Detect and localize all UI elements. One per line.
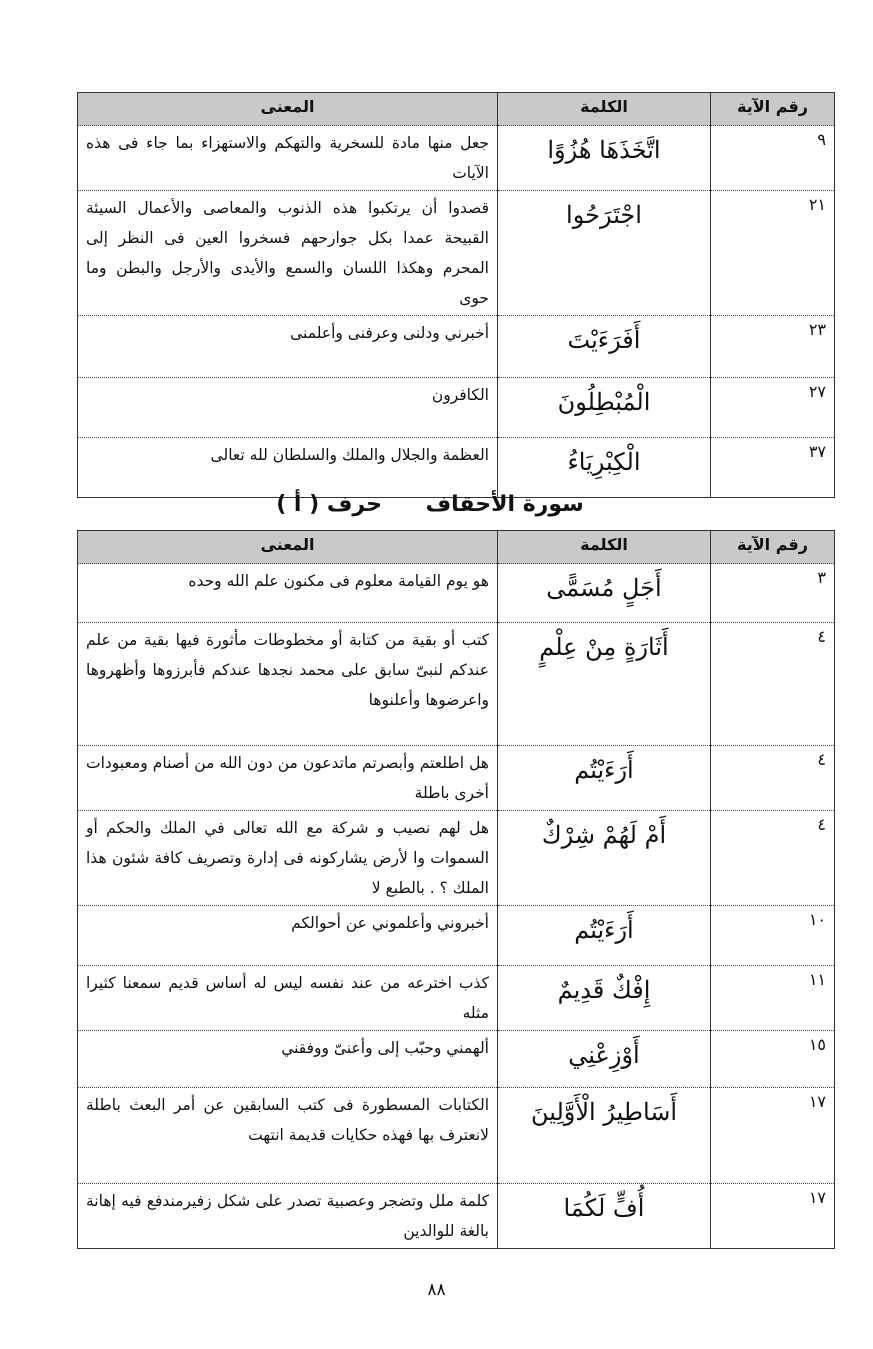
word: أَثَارَةٍ مِنْ عِلْمٍ bbox=[497, 622, 711, 746]
section-heading: سورة الأحقاف حرف ( أ ) bbox=[77, 492, 783, 517]
table-row: ١٧ أُفٍّ لَكُمَا كلمة ملل وتضجر وعصبية تصد… bbox=[77, 1183, 835, 1249]
verse-number: ١٧ bbox=[710, 1087, 835, 1184]
meaning: الكتابات المسطورة فى كتب السابقين عن أمر… bbox=[77, 1087, 498, 1184]
verse-number: ١٠ bbox=[710, 905, 835, 966]
verse-number: ٢٧ bbox=[710, 377, 835, 438]
meaning: قصدوا أن يرتكبوا هذه الذنوب والمعاصى وال… bbox=[77, 190, 498, 316]
word: أَفَرَءَيْتَ bbox=[497, 315, 711, 378]
header-cell: رقم الآية bbox=[710, 92, 835, 126]
meaning: العظمة والجلال والملك والسلطان لله تعالى bbox=[77, 437, 498, 498]
header-cell: المعنى bbox=[77, 530, 498, 564]
table-row: ٣٧ الْكِبْرِيَاءُ العظمة والجلال والملك وا… bbox=[77, 437, 835, 498]
table-row: ٢٧ الْمُبْطِلُونَ الكافرون bbox=[77, 377, 835, 438]
table-row: ٤ أَثَارَةٍ مِنْ عِلْمٍ كتب أو بقية من كتا… bbox=[77, 622, 835, 746]
word: إِفْكٌ قَدِيمٌ bbox=[497, 965, 711, 1031]
page-number: ٨٨ bbox=[427, 1280, 446, 1300]
table-row: ١١ إِفْكٌ قَدِيمٌ كذب اخترعه من عند نفسه ل… bbox=[77, 965, 835, 1031]
verse-number: ١١ bbox=[710, 965, 835, 1031]
word: الْكِبْرِيَاءُ bbox=[497, 437, 711, 498]
table: رقم الآية الكلمة المعنى ٣ أَجَلٍ مُسَمًّى هو … bbox=[77, 530, 835, 1249]
header-row: رقم الآية الكلمة المعنى bbox=[77, 530, 835, 564]
header-cell: الكلمة bbox=[497, 92, 711, 126]
meaning: كتب أو بقية من كتابة أو مخطوطات مأثورة ف… bbox=[77, 622, 498, 746]
meaning: كذب اخترعه من عند نفسه ليس له أساس قديم … bbox=[77, 965, 498, 1031]
surah-title: سورة الأحقاف bbox=[425, 492, 584, 517]
table-row: ٢٣ أَفَرَءَيْتَ أخبرني ودلنى وعرفنى وأعلمن… bbox=[77, 315, 835, 378]
word: اجْتَرَحُوا bbox=[497, 190, 711, 316]
table-row: ١٧ أَسَاطِيرُ الْأَوَّلِينَ الكتابات المسط… bbox=[77, 1087, 835, 1184]
verse-number: ٩ bbox=[710, 125, 835, 191]
meaning: جعل منها مادة للسخرية والتهكم والاستهزاء… bbox=[77, 125, 498, 191]
meaning: كلمة ملل وتضجر وعصبية تصدر على شكل زفيرم… bbox=[77, 1183, 498, 1249]
verse-number: ٣ bbox=[710, 563, 835, 623]
table-row: ٩ اتَّخَذَهَا هُزُوًا جعل منها مادة للسخري… bbox=[77, 125, 835, 191]
header-row: رقم الآية الكلمة المعنى bbox=[77, 92, 835, 126]
word: أَرَءَيْتُم bbox=[497, 905, 711, 966]
table: رقم الآية الكلمة المعنى ٩ اتَّخَذَهَا هُزُوً… bbox=[77, 92, 835, 498]
table-row: ٣ أَجَلٍ مُسَمًّى هو يوم القيامة معلوم فى … bbox=[77, 563, 835, 623]
meaning: هل اطلعتم وأبصرتم ماتدعون من دون الله من… bbox=[77, 745, 498, 811]
verse-number: ١٥ bbox=[710, 1030, 835, 1088]
verse-number: ٢١ bbox=[710, 190, 835, 316]
verse-number: ٣٧ bbox=[710, 437, 835, 498]
word: أَرَءَيْتُم bbox=[497, 745, 711, 811]
word: الْمُبْطِلُونَ bbox=[497, 377, 711, 438]
table-row: ٢١ اجْتَرَحُوا قصدوا أن يرتكبوا هذه الذنوب… bbox=[77, 190, 835, 316]
verse-number: ١٧ bbox=[710, 1183, 835, 1249]
meaning: هل لهم نصيب و شركة مع الله تعالى في المل… bbox=[77, 810, 498, 906]
table-row: ٤ أَمْ لَهُمْ شِرْكٌ هل لهم نصيب و شركة مع… bbox=[77, 810, 835, 906]
meaning: أخبروني وأعلموني عن أحوالكم bbox=[77, 905, 498, 966]
table-row: ١٥ أَوْزِعْنِي ألهمني وحبّب إلى وأعنىّ ووف… bbox=[77, 1030, 835, 1088]
word: أَوْزِعْنِي bbox=[497, 1030, 711, 1088]
word: أُفٍّ لَكُمَا bbox=[497, 1183, 711, 1249]
header-cell: المعنى bbox=[77, 92, 498, 126]
header-cell: الكلمة bbox=[497, 530, 711, 564]
letter-title: حرف ( أ ) bbox=[276, 492, 382, 517]
word: أَجَلٍ مُسَمًّى bbox=[497, 563, 711, 623]
word: أَسَاطِيرُ الْأَوَّلِينَ bbox=[497, 1087, 711, 1184]
verse-number: ٤ bbox=[710, 622, 835, 746]
table-row: ٤ أَرَءَيْتُم هل اطلعتم وأبصرتم ماتدعون من… bbox=[77, 745, 835, 811]
table-row: ١٠ أَرَءَيْتُم أخبروني وأعلموني عن أحوالكم bbox=[77, 905, 835, 966]
word: اتَّخَذَهَا هُزُوًا bbox=[497, 125, 711, 191]
header-cell: رقم الآية bbox=[710, 530, 835, 564]
meaning: هو يوم القيامة معلوم فى مكنون علم الله و… bbox=[77, 563, 498, 623]
verse-number: ٢٣ bbox=[710, 315, 835, 378]
meaning: ألهمني وحبّب إلى وأعنىّ ووفقني bbox=[77, 1030, 498, 1088]
word: أَمْ لَهُمْ شِرْكٌ bbox=[497, 810, 711, 906]
verse-number: ٤ bbox=[710, 745, 835, 811]
meaning: الكافرون bbox=[77, 377, 498, 438]
meaning: أخبرني ودلنى وعرفنى وأعلمنى bbox=[77, 315, 498, 378]
verse-number: ٤ bbox=[710, 810, 835, 906]
